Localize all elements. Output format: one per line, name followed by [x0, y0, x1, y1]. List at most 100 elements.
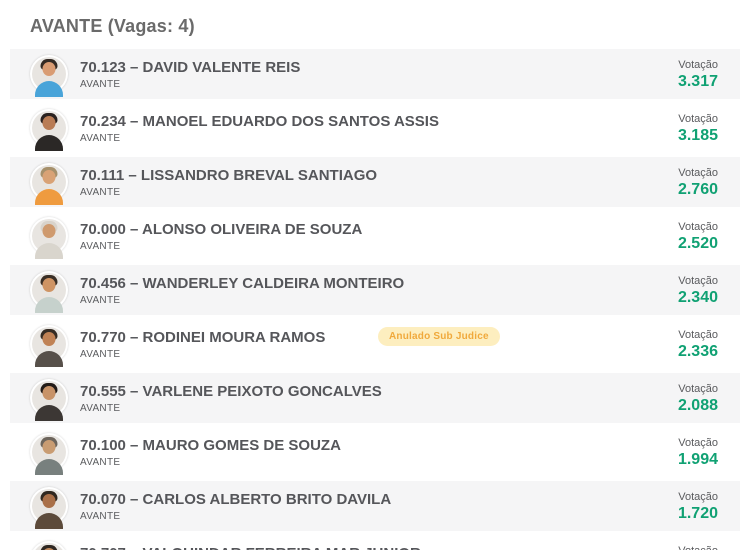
candidate-number-name: 70.123 – DAVID VALENTE REIS — [80, 58, 301, 76]
votes-value: 3.185 — [677, 126, 718, 144]
avatar-shoulders — [35, 135, 63, 151]
candidate-photo — [30, 379, 68, 421]
candidate-photo — [30, 55, 68, 97]
avatar-hair — [40, 545, 58, 550]
candidate-number-name: 70.000 – ALONSO OLIVEIRA DE SOUZA — [80, 220, 363, 238]
candidate-party: AVANTE — [80, 186, 121, 198]
candidate-party: AVANTE — [80, 78, 121, 90]
avatar-head — [42, 224, 56, 238]
candidate-party: AVANTE — [80, 240, 121, 252]
votes-label: Votação — [678, 274, 718, 287]
avatar-shoulders — [35, 513, 63, 529]
votes-block: Votação 2.088 — [678, 382, 718, 415]
candidate-party: AVANTE — [80, 132, 121, 144]
candidate-number-name: 70.707 – VALQUINDAR FERREIRA MAR JUNIOR — [80, 544, 421, 550]
votes-value: 2.340 — [677, 288, 718, 306]
votes-label: Votação — [678, 490, 718, 503]
votes-block: Votação 2.520 — [678, 220, 718, 253]
candidate-party: AVANTE — [80, 348, 121, 360]
candidate-photo — [30, 163, 68, 205]
candidate-photo — [30, 541, 68, 550]
candidate-photo — [30, 325, 68, 367]
votes-block: Votação 2.336 — [678, 328, 718, 361]
candidate-row[interactable]: 70.070 – CARLOS ALBERTO BRITO DAVILA AVA… — [10, 481, 740, 531]
votes-block: Votação 1.720 — [678, 490, 718, 523]
candidate-party: AVANTE — [80, 510, 121, 522]
avatar-head — [42, 116, 56, 130]
avatar-head — [42, 494, 56, 508]
candidate-row[interactable]: 70.000 – ALONSO OLIVEIRA DE SOUZA AVANTE… — [10, 211, 740, 261]
candidate-info: 70.070 – CARLOS ALBERTO BRITO DAVILA AVA… — [80, 490, 391, 523]
candidate-info: 70.707 – VALQUINDAR FERREIRA MAR JUNIOR … — [80, 544, 421, 550]
votes-block: Votação 3.317 — [678, 58, 718, 91]
avatar-head — [42, 386, 56, 400]
avatar-head — [42, 548, 56, 550]
party-results-panel: AVANTE (Vagas: 4) 70.123 – DAVID VALENTE… — [0, 16, 750, 550]
candidate-photo — [30, 271, 68, 313]
votes-value: 2.088 — [677, 396, 718, 414]
votes-label: Votação — [678, 328, 718, 341]
candidate-party: AVANTE — [80, 402, 121, 414]
votes-block: Votação 2.340 — [678, 274, 718, 307]
votes-value: 2.760 — [677, 180, 718, 198]
candidate-number-name: 70.456 – WANDERLEY CALDEIRA MONTEIRO — [80, 274, 405, 292]
candidate-row[interactable]: 70.707 – VALQUINDAR FERREIRA MAR JUNIOR … — [10, 535, 740, 550]
candidate-row[interactable]: 70.111 – LISSANDRO BREVAL SANTIAGO AVANT… — [10, 157, 740, 207]
candidate-photo — [30, 487, 68, 529]
avatar-shoulders — [35, 351, 63, 367]
candidate-number-name: 70.234 – MANOEL EDUARDO DOS SANTOS ASSIS — [80, 112, 439, 130]
votes-block: Votação 2.760 — [678, 166, 718, 199]
votes-block: Votação 1.427 — [678, 544, 718, 550]
candidate-party: AVANTE — [80, 456, 121, 468]
votes-block: Votação 3.185 — [678, 112, 718, 145]
votes-label: Votação — [678, 112, 718, 125]
candidate-info: 70.000 – ALONSO OLIVEIRA DE SOUZA AVANTE — [80, 220, 362, 253]
votes-value: 1.720 — [677, 504, 718, 522]
votes-label: Votação — [678, 382, 718, 395]
avatar-head — [42, 332, 56, 346]
votes-value: 1.994 — [677, 450, 718, 468]
avatar-shoulders — [35, 81, 63, 97]
candidate-photo — [30, 109, 68, 151]
candidate-info: 70.456 – WANDERLEY CALDEIRA MONTEIRO AVA… — [80, 274, 404, 307]
candidate-list: 70.123 – DAVID VALENTE REIS AVANTE Votaç… — [10, 49, 740, 550]
votes-label: Votação — [678, 544, 718, 550]
candidate-row[interactable]: 70.770 – RODINEI MOURA RAMOS AVANTE Anul… — [10, 319, 740, 369]
candidate-info: 70.234 – MANOEL EDUARDO DOS SANTOS ASSIS… — [80, 112, 439, 145]
avatar-shoulders — [35, 405, 63, 421]
candidate-info: 70.555 – VARLENE PEIXOTO GONCALVES AVANT… — [80, 382, 382, 415]
votes-label: Votação — [678, 166, 718, 179]
votes-block: Votação 1.994 — [678, 436, 718, 469]
avatar-shoulders — [35, 189, 63, 205]
votes-label: Votação — [678, 220, 718, 233]
candidate-row[interactable]: 70.234 – MANOEL EDUARDO DOS SANTOS ASSIS… — [10, 103, 740, 153]
votes-value: 2.336 — [677, 342, 718, 360]
avatar-head — [42, 62, 56, 76]
candidate-info: 70.111 – LISSANDRO BREVAL SANTIAGO AVANT… — [80, 166, 377, 199]
candidate-number-name: 70.555 – VARLENE PEIXOTO GONCALVES — [80, 382, 382, 400]
candidate-photo — [30, 433, 68, 475]
avatar-shoulders — [35, 297, 63, 313]
candidate-number-name: 70.770 – RODINEI MOURA RAMOS — [80, 328, 326, 346]
candidate-info: 70.770 – RODINEI MOURA RAMOS AVANTE — [80, 328, 325, 361]
votes-label: Votação — [678, 436, 718, 449]
page-title: AVANTE (Vagas: 4) — [30, 16, 195, 36]
candidate-number-name: 70.111 – LISSANDRO BREVAL SANTIAGO — [80, 166, 378, 184]
candidate-info: 70.123 – DAVID VALENTE REIS AVANTE — [80, 58, 300, 91]
votes-label: Votação — [678, 58, 718, 71]
candidate-row[interactable]: 70.123 – DAVID VALENTE REIS AVANTE Votaç… — [10, 49, 740, 99]
candidate-party: AVANTE — [80, 294, 121, 306]
votes-value: 2.520 — [677, 234, 718, 252]
avatar-head — [42, 440, 56, 454]
candidate-row[interactable]: 70.456 – WANDERLEY CALDEIRA MONTEIRO AVA… — [10, 265, 740, 315]
avatar-shoulders — [35, 243, 63, 259]
avatar-head — [42, 278, 56, 292]
votes-value: 3.317 — [677, 72, 718, 90]
avatar-shoulders — [35, 459, 63, 475]
sub-judice-badge: Anulado Sub Judice — [378, 327, 500, 346]
candidate-info: 70.100 – MAURO GOMES DE SOUZA AVANTE — [80, 436, 341, 469]
candidate-number-name: 70.070 – CARLOS ALBERTO BRITO DAVILA — [80, 490, 392, 508]
candidate-photo — [30, 217, 68, 259]
candidate-row[interactable]: 70.555 – VARLENE PEIXOTO GONCALVES AVANT… — [10, 373, 740, 423]
candidate-row[interactable]: 70.100 – MAURO GOMES DE SOUZA AVANTE Vot… — [10, 427, 740, 477]
